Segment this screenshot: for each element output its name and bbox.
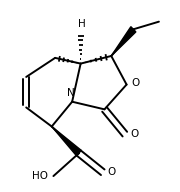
Text: HO: HO (32, 171, 48, 181)
Text: H: H (78, 19, 86, 29)
Polygon shape (111, 27, 136, 56)
Polygon shape (52, 127, 81, 156)
Text: O: O (108, 167, 116, 177)
Text: O: O (132, 78, 140, 88)
Text: N: N (67, 88, 74, 98)
Text: O: O (130, 129, 138, 139)
